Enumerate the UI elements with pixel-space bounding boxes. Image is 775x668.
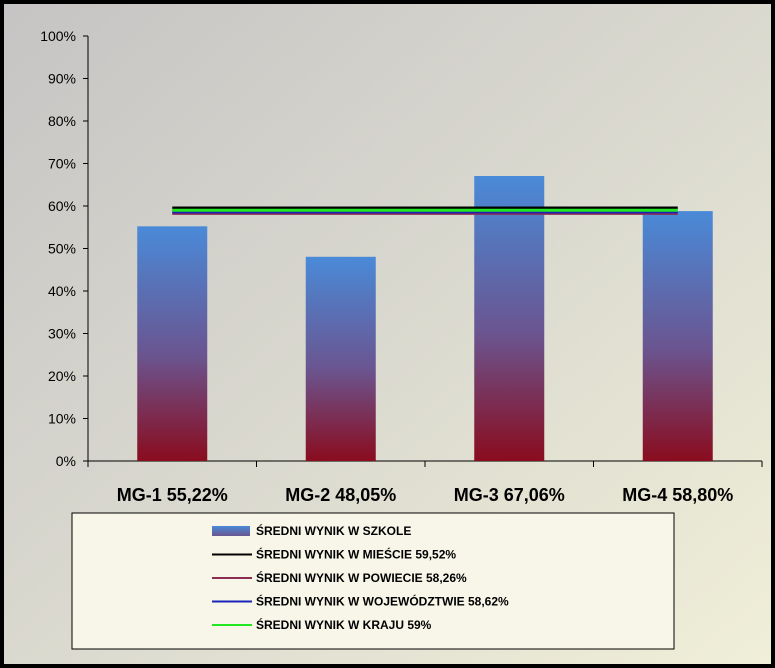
y-tick-label: 100% <box>40 28 76 44</box>
y-tick-label: 30% <box>48 326 76 342</box>
category-label: MG-3 67,06% <box>454 485 565 505</box>
legend-label: ŚREDNI WYNIK W WOJEWÓDZTWIE 58,62% <box>256 594 509 609</box>
category-label: MG-4 58,80% <box>622 485 733 505</box>
legend-label: ŚREDNI WYNIK W POWIECIE 58,26% <box>256 570 467 585</box>
category-label: MG-1 55,22% <box>117 485 228 505</box>
legend: ŚREDNI WYNIK W SZKOLE ŚREDNI WYNIK W MIEŚ… <box>71 512 675 650</box>
legend-swatch <box>212 526 250 536</box>
y-tick-label: 0% <box>56 453 76 469</box>
y-tick-label: 90% <box>48 71 76 87</box>
y-axis: 0% 10% 20% 30% 40% 50% 60% 70% 80% 90% 100% <box>40 28 89 469</box>
y-tick-label: 60% <box>48 198 76 214</box>
y-tick-label: 70% <box>48 156 76 172</box>
legend-label: ŚREDNI WYNIK W SZKOLE <box>256 523 411 538</box>
reference-lines <box>172 206 678 215</box>
bar <box>474 175 545 461</box>
bars <box>137 175 713 461</box>
y-tick-label: 50% <box>48 241 76 257</box>
category-label: MG-2 48,05% <box>285 485 396 505</box>
y-tick-label: 40% <box>48 283 76 299</box>
y-tick-label: 10% <box>48 411 76 427</box>
legend-label: ŚREDNI WYNIK W MIEŚCIE 59,52% <box>256 547 456 562</box>
bar <box>642 211 713 461</box>
category-labels: MG-1 55,22% MG-2 48,05% MG-3 67,06% MG-4 58… <box>117 485 734 505</box>
y-tick-label: 80% <box>48 113 76 129</box>
bar <box>137 226 208 461</box>
legend-label: ŚREDNI WYNIK W KRAJU 59% <box>256 617 432 632</box>
legend-box <box>71 512 675 650</box>
bar <box>305 256 376 461</box>
y-tick-label: 20% <box>48 368 76 384</box>
